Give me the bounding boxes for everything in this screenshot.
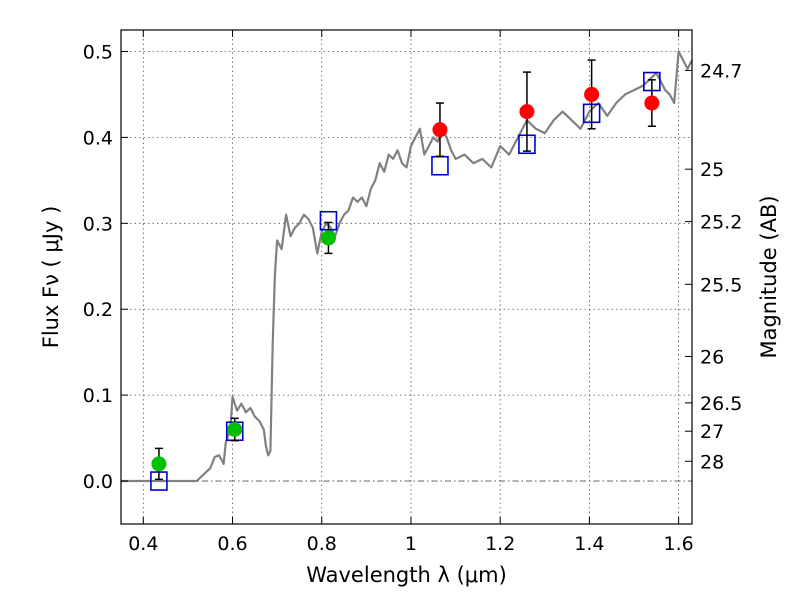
y-tick-labels: 0.0 0.1 0.2 0.3 0.4 0.5 — [83, 41, 113, 493]
magnitude-tick-label: 26.5 — [700, 393, 742, 415]
photometry-point-red — [644, 95, 660, 111]
y-axis-label: Flux Fν ( μJy ) — [39, 206, 63, 349]
x-tick-label: 0.8 — [307, 533, 337, 555]
magnitude-tick-label: 25.5 — [700, 274, 742, 296]
y-tick-label: 0.1 — [83, 385, 113, 407]
magnitude-tick-label: 25 — [700, 159, 724, 181]
model-photometry-layer — [150, 71, 661, 491]
photometry-point-green — [151, 456, 167, 472]
x-tick-label: 1.2 — [485, 533, 515, 555]
model-spectrum-line — [121, 50, 693, 483]
model-photometry-box — [431, 155, 449, 176]
magnitude-axis-label: Magnitude (AB) — [757, 195, 781, 358]
photometry-points-layer — [151, 86, 660, 472]
y-tick-label: 0.0 — [83, 471, 113, 493]
x-tick-labels: 0.4 0.6 0.8 1 1.2 1.4 1.6 — [128, 533, 694, 555]
photometry-point-green — [227, 421, 243, 437]
magnitude-tick-label: 24.7 — [700, 60, 742, 82]
y-tick-label: 0.4 — [83, 127, 113, 149]
x-tick-label: 0.4 — [128, 533, 158, 555]
plot-frame — [120, 29, 693, 525]
photometry-point-red — [432, 122, 448, 138]
magnitude-tick-label: 27 — [700, 421, 724, 443]
x-axis-label: Wavelength λ (μm) — [306, 563, 507, 587]
y-tick-label: 0.5 — [83, 41, 113, 63]
errorbar-layer — [154, 59, 656, 481]
ticks — [121, 30, 692, 524]
x-tick-label: 1 — [405, 533, 417, 555]
grid — [121, 30, 692, 524]
y-tick-label: 0.2 — [83, 299, 113, 321]
photometry-point-red — [519, 104, 535, 120]
x-tick-label: 1.6 — [664, 533, 694, 555]
y-tick-label: 0.3 — [83, 213, 113, 235]
photometry-point-green — [320, 230, 336, 246]
magnitude-tick-labels: 24.7 25 25.2 25.5 26 26.5 27 28 — [700, 60, 742, 473]
x-tick-label: 1.4 — [574, 533, 604, 555]
model-spectrum-layer — [121, 50, 693, 483]
magnitude-tick-label: 28 — [700, 451, 724, 473]
photometry-point-red — [584, 86, 600, 102]
magnitude-tick-label: 25.2 — [700, 212, 742, 234]
magnitude-tick-label: 26 — [700, 346, 724, 368]
x-tick-label: 0.6 — [217, 533, 247, 555]
